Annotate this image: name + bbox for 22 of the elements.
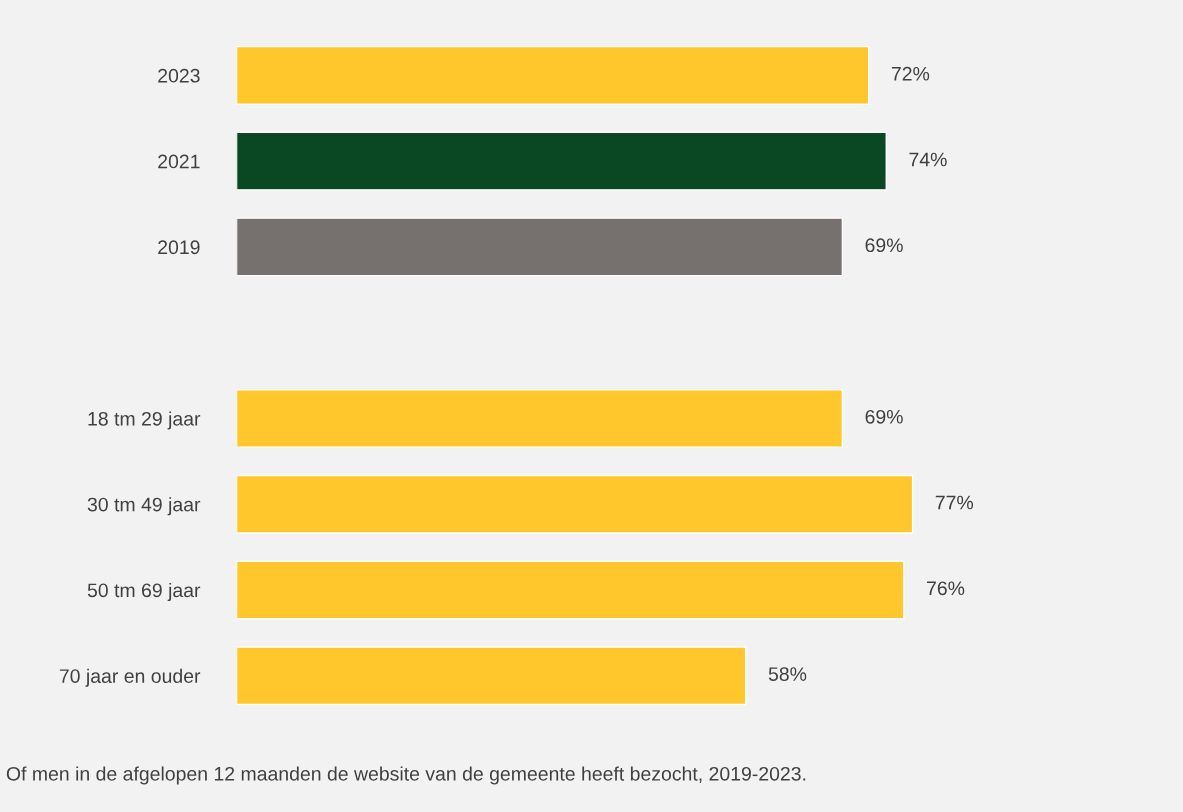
data-label: 74% <box>909 152 947 167</box>
data-label: 72% <box>891 66 930 81</box>
y-tick-label: 2019 <box>158 240 200 255</box>
data-label: 76% <box>927 581 965 596</box>
data-label: 77% <box>935 495 974 510</box>
bar <box>236 560 905 620</box>
bar <box>236 646 747 706</box>
data-label: 58% <box>768 667 807 681</box>
data-label: 69% <box>865 238 903 253</box>
bar <box>236 217 844 277</box>
y-tick-label: 50 tm 69 jaar <box>87 582 201 602</box>
bar <box>236 474 914 534</box>
y-tick-label: 2023 <box>158 68 200 83</box>
y-tick-label: 18 tm 29 jaar <box>88 411 201 430</box>
bar <box>236 131 887 191</box>
bar <box>236 45 870 105</box>
bar <box>236 389 844 448</box>
data-label: 69% <box>865 409 903 424</box>
y-tick-label: 2021 <box>158 154 200 169</box>
y-tick-label: 70 jaar en ouder <box>59 668 201 687</box>
y-tick-label: 30 tm 49 jaar <box>87 497 201 516</box>
text: Of men in de afgelopen 12 maanden de website van de gemeente heeft bezocht, 2019-2023. <box>6 766 806 785</box>
